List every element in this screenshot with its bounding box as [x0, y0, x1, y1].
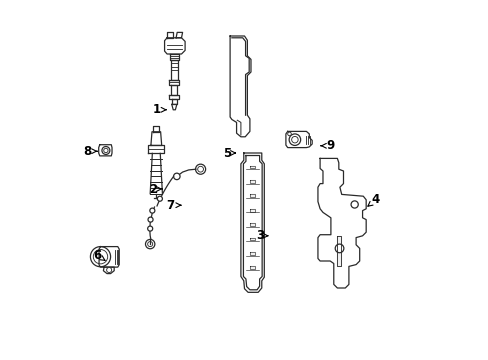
Text: 2: 2 — [148, 183, 162, 195]
Polygon shape — [171, 85, 177, 95]
Polygon shape — [241, 153, 264, 292]
Circle shape — [350, 201, 358, 208]
Polygon shape — [169, 95, 179, 99]
Polygon shape — [171, 104, 177, 110]
Polygon shape — [249, 223, 255, 226]
Polygon shape — [170, 60, 178, 80]
Circle shape — [148, 217, 153, 222]
Polygon shape — [249, 238, 255, 240]
Text: 8: 8 — [83, 145, 97, 158]
Text: 6: 6 — [93, 249, 105, 262]
Polygon shape — [171, 99, 177, 104]
Polygon shape — [249, 180, 255, 183]
Polygon shape — [249, 166, 255, 168]
Circle shape — [93, 249, 107, 264]
Polygon shape — [99, 247, 119, 267]
Polygon shape — [337, 236, 340, 266]
Polygon shape — [317, 158, 366, 288]
Polygon shape — [170, 54, 178, 60]
Text: 7: 7 — [166, 199, 181, 212]
Circle shape — [291, 136, 298, 143]
Polygon shape — [151, 132, 162, 145]
Circle shape — [173, 173, 180, 180]
Polygon shape — [169, 80, 179, 85]
Polygon shape — [176, 32, 182, 38]
Circle shape — [197, 166, 203, 172]
Polygon shape — [167, 32, 172, 38]
Text: 4: 4 — [367, 193, 379, 206]
Circle shape — [106, 267, 111, 273]
Circle shape — [103, 148, 108, 153]
Polygon shape — [164, 38, 185, 54]
Polygon shape — [99, 145, 112, 156]
Polygon shape — [285, 131, 311, 148]
Circle shape — [335, 244, 343, 253]
Circle shape — [157, 196, 162, 201]
Polygon shape — [148, 145, 164, 153]
Polygon shape — [249, 252, 255, 255]
Circle shape — [90, 247, 110, 267]
Text: 1: 1 — [152, 103, 166, 116]
Polygon shape — [153, 126, 159, 132]
Circle shape — [147, 242, 152, 247]
Circle shape — [288, 134, 300, 145]
Circle shape — [102, 147, 110, 154]
Polygon shape — [249, 194, 255, 197]
Polygon shape — [249, 266, 255, 269]
Text: 9: 9 — [321, 139, 334, 152]
Polygon shape — [103, 267, 114, 274]
Circle shape — [287, 132, 291, 136]
Text: 3: 3 — [256, 229, 267, 242]
Circle shape — [147, 226, 152, 231]
Polygon shape — [230, 36, 250, 137]
Circle shape — [195, 164, 205, 174]
Circle shape — [145, 239, 155, 249]
Text: 5: 5 — [223, 147, 235, 159]
Polygon shape — [249, 209, 255, 212]
Circle shape — [149, 208, 155, 213]
